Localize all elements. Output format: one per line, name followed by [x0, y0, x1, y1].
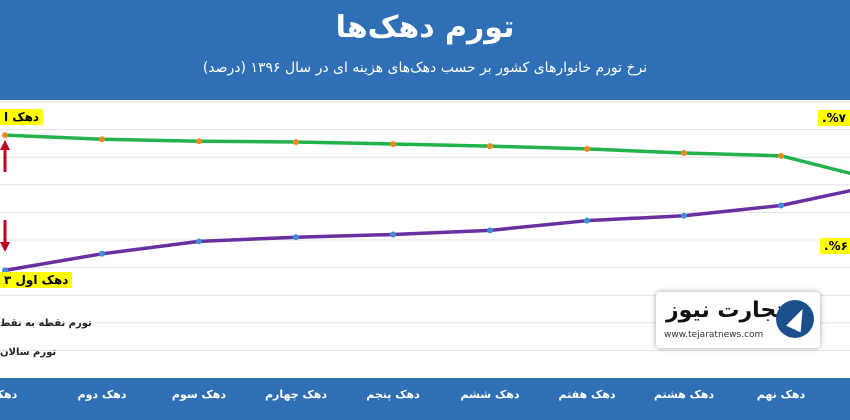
chart-title: تورم دهک‌ها — [335, 10, 515, 45]
x-tick-label: دهک دوم — [78, 388, 127, 401]
callout-top-left: دهک ا — [0, 109, 44, 125]
data-point — [584, 145, 590, 152]
category-axis-bar — [0, 378, 850, 420]
brand-logo: تجارت نیوز www.tejaratnews.com — [656, 292, 820, 348]
data-point — [293, 234, 299, 241]
data-point — [390, 231, 396, 238]
logo-url: www.tejaratnews.com — [664, 330, 764, 340]
x-tick-label: دهک سوم — [172, 388, 226, 401]
data-point — [681, 150, 687, 157]
chart-subtitle: نرخ تورم خانوارهای کشور بر حسب دهک‌های ه… — [202, 60, 648, 76]
data-point — [487, 227, 493, 234]
data-point — [681, 212, 687, 219]
data-point — [196, 238, 202, 245]
callout-bottom-left: دهک اول ۳ — [0, 272, 73, 288]
data-point — [778, 202, 784, 209]
series-line-2 — [4, 188, 850, 273]
x-tick-label: دهک هفتم — [558, 388, 615, 401]
arrow-up-head-icon — [0, 140, 10, 150]
arrow-down-head-icon — [0, 242, 10, 252]
logo-name: تجارت نیوز — [666, 298, 785, 323]
x-tick-label: دهک چهارم — [265, 388, 327, 401]
callout-top-right: %۷. — [818, 110, 850, 126]
x-tick-label: دهک نهم — [757, 388, 806, 401]
logo-emblem-icon — [776, 300, 814, 338]
x-tick-label: دهک پنجم — [366, 388, 420, 401]
series-line-1 — [4, 133, 850, 176]
x-tick-label: دهک ششم — [460, 388, 519, 401]
data-point — [293, 139, 299, 146]
data-point — [390, 140, 396, 147]
data-point — [487, 143, 493, 150]
data-point — [2, 132, 8, 139]
data-point — [99, 136, 105, 143]
data-point — [2, 267, 8, 274]
x-tick-label: دهک — [0, 388, 18, 401]
chart-header: تورم دهک‌ها نرخ تورم خانوارهای کشور بر ح… — [0, 0, 850, 100]
legend-item-1: تورم نقطه به نقط — [0, 318, 92, 329]
data-point — [99, 250, 105, 257]
legend-item-2: تورم سالان — [0, 347, 57, 358]
data-point — [584, 217, 590, 224]
data-point — [778, 152, 784, 159]
data-point — [196, 138, 202, 145]
callout-bottom-right: %۶. — [820, 238, 850, 254]
x-tick-label: دهک هشتم — [654, 388, 715, 401]
